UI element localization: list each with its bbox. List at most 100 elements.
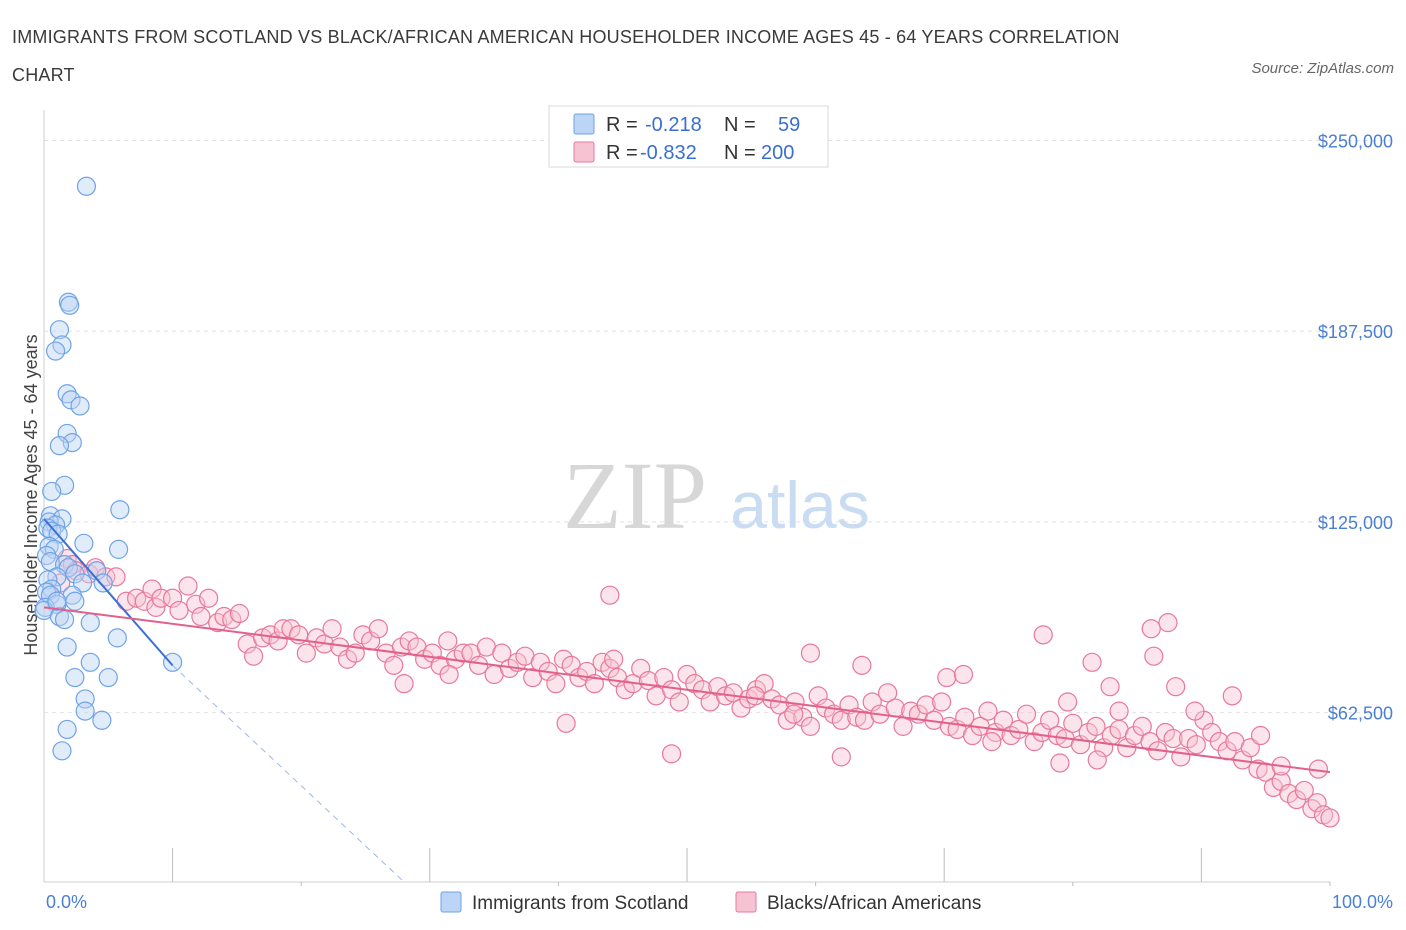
point-black-african-american	[885, 698, 905, 718]
legend-swatch-blue	[573, 113, 595, 135]
point-black-african-american	[1040, 710, 1060, 730]
point-black-african-american	[399, 631, 419, 651]
point-black-african-american	[982, 732, 1002, 752]
point-black-african-american	[831, 747, 851, 767]
point-black-african-american	[394, 674, 414, 694]
point-black-african-american	[916, 695, 936, 715]
point-scotland	[44, 539, 64, 559]
point-black-african-american	[163, 588, 183, 608]
point-black-african-american	[1087, 750, 1107, 770]
point-black-african-american	[1279, 783, 1299, 804]
point-black-african-american	[553, 649, 574, 669]
legend-r-value-2: -0.832	[640, 142, 697, 164]
watermark: ZIP atlas	[563, 442, 870, 549]
point-scotland	[45, 341, 66, 361]
point-black-african-american	[556, 713, 576, 733]
legend-r-label-1: R =	[606, 114, 638, 136]
point-black-african-american	[1302, 799, 1322, 819]
point-black-african-american	[1009, 719, 1029, 740]
point-black-african-american	[937, 667, 957, 688]
point-black-african-american	[453, 643, 473, 663]
point-scotland	[98, 667, 118, 688]
grid-lines	[44, 140, 1390, 714]
point-black-african-american	[214, 606, 234, 627]
point-black-african-american	[1320, 808, 1340, 828]
point-scotland	[65, 667, 85, 688]
series-label-scotland: Immigrants from Scotland	[472, 893, 688, 914]
point-black-african-american	[800, 643, 821, 663]
point-scotland	[49, 606, 70, 627]
point-scotland	[57, 637, 77, 657]
point-black-african-american	[1171, 747, 1191, 767]
point-black-african-american	[1178, 728, 1199, 749]
point-scotland	[70, 396, 90, 416]
x-axis-tick-labels: 0.0% 100.0%	[46, 892, 1393, 912]
point-black-african-american	[1271, 771, 1291, 791]
point-black-african-american	[546, 674, 566, 694]
legend: R = -0.218 N = 59 R = -0.832 N = 200	[548, 105, 829, 168]
point-black-african-american	[1082, 652, 1102, 672]
point-black-african-american	[993, 710, 1013, 730]
point-black-african-american	[1086, 716, 1106, 736]
legend-n-value-1: 59	[778, 114, 800, 136]
legend-n-label-1: N =	[724, 114, 756, 136]
x-tick-label-min: 0.0%	[46, 892, 87, 912]
legend-swatch-pink	[573, 141, 595, 163]
trend-line-black-african-american	[43, 606, 1331, 774]
point-scotland	[42, 579, 62, 599]
watermark-atlas: atlas	[730, 468, 869, 542]
series-swatch-black	[735, 891, 757, 913]
point-black-african-american	[1063, 713, 1083, 733]
point-black-african-american	[1132, 716, 1152, 736]
trend-extension-scotland	[172, 664, 405, 883]
y-tick-label: $250,000	[1318, 132, 1393, 152]
point-black-african-american	[1109, 701, 1129, 721]
point-black-african-american	[1166, 677, 1186, 697]
point-black-african-american	[1141, 619, 1161, 639]
point-black-african-american	[296, 643, 316, 663]
point-black-african-american	[1185, 701, 1205, 721]
point-black-african-american	[600, 585, 620, 605]
legend-n-label-2: N =	[724, 142, 756, 164]
point-black-african-american	[1100, 677, 1120, 697]
point-scotland	[108, 539, 129, 559]
point-scotland	[80, 652, 100, 672]
point-black-african-american	[199, 588, 219, 608]
legend-r-label-2: R =	[606, 142, 638, 164]
point-scotland	[76, 176, 97, 196]
point-black-african-american	[1016, 704, 1037, 724]
point-black-african-american	[244, 646, 264, 666]
point-black-african-american	[151, 588, 171, 608]
point-black-african-american	[1155, 722, 1175, 743]
point-black-african-american	[1158, 613, 1178, 633]
legend-n-value-2: 200	[761, 142, 794, 164]
point-scotland	[74, 533, 94, 553]
point-black-african-american	[1050, 753, 1070, 773]
point-black-african-american	[1307, 793, 1327, 813]
point-scotland	[57, 719, 77, 740]
series-label-black: Blacks/African Americans	[767, 893, 981, 914]
point-black-african-american	[222, 609, 242, 630]
watermark-zip: ZIP	[563, 442, 707, 549]
point-black-african-american	[1222, 686, 1242, 706]
point-black-african-american	[831, 710, 851, 730]
point-black-african-american	[492, 643, 512, 663]
chart-title: IMMIGRANTS FROM SCOTLAND VS BLACK/AFRICA…	[12, 27, 1120, 85]
point-black-african-american	[391, 637, 412, 657]
point-black-african-american	[932, 692, 952, 712]
point-black-african-american	[1033, 625, 1053, 645]
point-scotland	[49, 320, 70, 340]
point-scotland	[60, 295, 80, 315]
point-black-african-american	[852, 655, 872, 675]
y-tick-label: $187,500	[1318, 322, 1393, 342]
chart-source: Source: ZipAtlas.com	[1251, 60, 1394, 77]
point-black-african-american	[784, 704, 804, 724]
point-black-african-american	[604, 649, 624, 669]
point-black-african-american	[281, 619, 301, 639]
point-black-african-american	[1250, 725, 1271, 746]
series-swatch-scotland	[440, 891, 462, 913]
point-black-african-american	[337, 649, 358, 669]
point-black-african-american	[1248, 759, 1268, 779]
point-scotland	[92, 710, 112, 730]
